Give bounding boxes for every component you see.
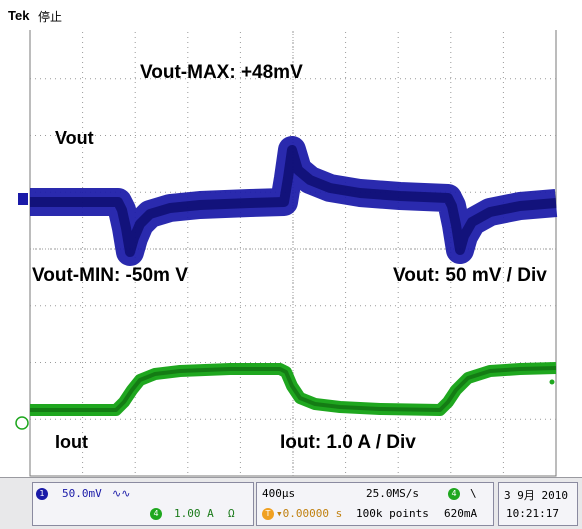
ch4-chip: 4	[150, 508, 162, 520]
ch1-ground-marker	[18, 193, 28, 205]
vout-min-label: Vout-MIN: -50m V	[32, 265, 188, 286]
timebase: 400µs	[262, 487, 296, 500]
iout-label: Iout	[55, 432, 88, 452]
trigger-pos-chip: T	[262, 508, 274, 520]
iout-trace-core	[30, 366, 557, 412]
ch1-chip: 1	[36, 488, 48, 500]
sample-rate: 25.0MS/s	[366, 487, 419, 500]
time: 10:21:17	[506, 507, 559, 520]
date: 3 9月 2010	[504, 489, 568, 502]
datetime-box	[498, 482, 578, 526]
ch4-scale: 1.00 A	[174, 507, 214, 520]
top-bar: Tek 停止	[0, 0, 582, 30]
ch1-scale: 50.0mV	[62, 487, 102, 500]
trig-level: 620mA	[444, 507, 478, 520]
ch4-trigger-level-marker	[549, 379, 555, 385]
vout-label: Vout	[55, 128, 94, 148]
trig-source-chip: 4	[448, 488, 460, 500]
ch1-coupling: ∿∿	[112, 487, 131, 500]
ch4-impedance: Ω	[228, 507, 235, 520]
vout-max-label: Vout-MAX: +48mV	[140, 62, 303, 83]
iout-scale-label: Iout: 1.0 A / Div	[280, 432, 416, 453]
status-bar: 1 50.0mV ∿∿ 4 1.00 A Ω 400µs T ▾0.00000 …	[0, 477, 582, 529]
record-length: 100k points	[356, 507, 429, 520]
brand-label: Tek	[8, 8, 30, 23]
trig-slope-icon: \	[470, 487, 477, 500]
trigger-offset: ▾0.00000 s	[276, 507, 343, 520]
vout-trace-core	[30, 145, 557, 257]
ch1-readout-box[interactable]	[32, 482, 254, 526]
ch4-ground-marker	[15, 416, 29, 430]
vout-scale-label: Vout: 50 mV / Div	[393, 265, 547, 286]
acquisition-state: 停止	[38, 10, 63, 24]
